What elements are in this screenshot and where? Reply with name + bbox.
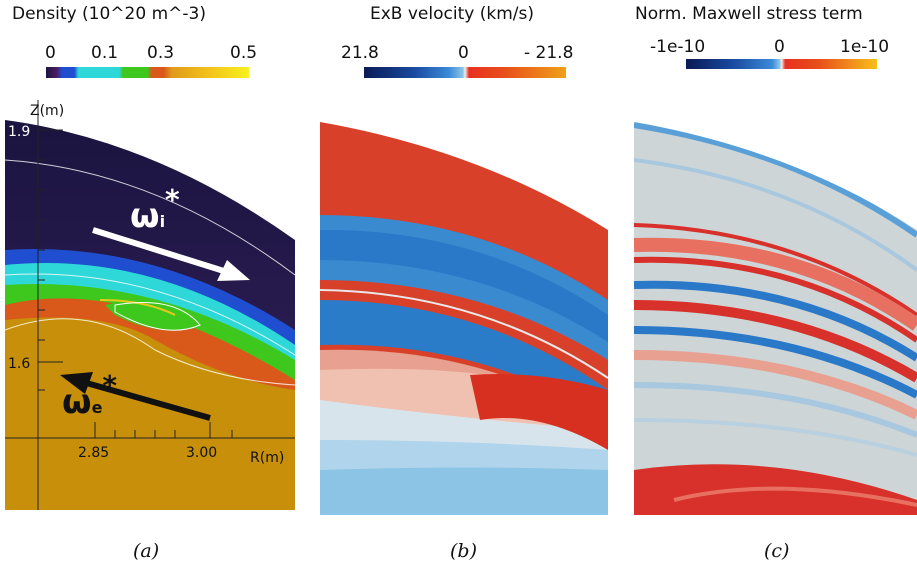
density-tick-2: 0.3 [147, 43, 175, 63]
density-plot [5, 100, 295, 510]
density-tick-1: 0.1 [91, 43, 119, 63]
omega-e-label: ωe* [62, 369, 118, 422]
z-tick-1-6: 1.6 [8, 356, 31, 372]
maxwell-tick-left: -1e-10 [650, 37, 706, 57]
exb-tick-right: - 21.8 [524, 43, 574, 63]
maxwell-title: Norm. Maxwell stress term [635, 4, 863, 24]
z-tick-1-9: 1.9 [8, 124, 31, 140]
r-tick-2-85: 2.85 [78, 445, 110, 461]
z-axis-label: Z(m) [30, 103, 65, 119]
maxwell-tick-right: 1e-10 [840, 37, 890, 57]
exb-colorbar [364, 67, 566, 78]
density-tick-0: 0 [45, 43, 56, 63]
caption-b: (b) [450, 540, 477, 562]
maxwell-plot [634, 122, 917, 515]
exb-plot [320, 122, 608, 515]
caption-c: (c) [764, 540, 790, 562]
exb-tick-left: 21.8 [341, 43, 379, 63]
caption-a: (a) [133, 540, 160, 562]
maxwell-colorbar [686, 59, 877, 69]
density-tick-3: 0.5 [230, 43, 258, 63]
omega-i-label: ωi* [130, 183, 180, 236]
maxwell-tick-mid: 0 [774, 37, 785, 57]
exb-tick-mid: 0 [458, 43, 469, 63]
exb-title: ExB velocity (km/s) [370, 4, 534, 24]
density-title: Density (10^20 m^-3) [12, 4, 206, 24]
r-axis-label: R(m) [250, 450, 285, 466]
r-tick-3-00: 3.00 [186, 445, 218, 461]
density-colorbar [46, 67, 249, 78]
